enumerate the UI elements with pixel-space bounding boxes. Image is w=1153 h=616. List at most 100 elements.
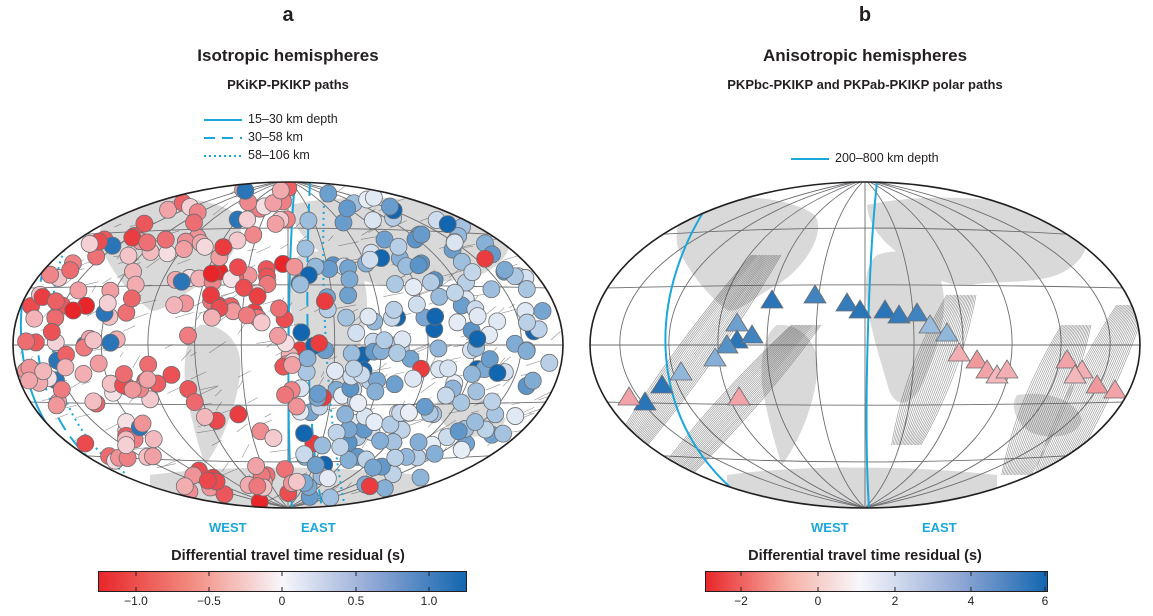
ray-path [102, 277, 112, 285]
station-dot [84, 331, 103, 350]
station-dot [296, 239, 315, 258]
ray-path [471, 410, 479, 414]
station-dot [361, 250, 379, 269]
station-dot [185, 213, 203, 232]
station-dot [295, 445, 314, 464]
station-dot [238, 210, 257, 229]
station-triangle [703, 347, 727, 367]
ray-path [1025, 324, 1086, 476]
station-dot [34, 362, 53, 381]
ray-path [280, 243, 289, 250]
station-dot [159, 200, 177, 219]
ray-path [1001, 324, 1062, 476]
legend-label: 58–106 km [248, 148, 310, 162]
station-dot [400, 403, 418, 422]
land-mass [865, 251, 945, 403]
station-dot [449, 422, 468, 441]
ray-path [1034, 304, 1120, 486]
station-dot [162, 365, 181, 384]
station-dot [266, 214, 285, 233]
station-dot [270, 299, 288, 318]
station-dot [385, 375, 404, 394]
station-dot [47, 292, 65, 311]
station-dot [287, 472, 306, 491]
ray-path [236, 423, 248, 433]
station-dot [135, 214, 154, 233]
station-triangle [995, 359, 1019, 379]
station-dot [517, 342, 536, 360]
station-dot [415, 397, 434, 416]
station-dot [337, 308, 356, 327]
ray-path [915, 294, 971, 446]
ray-path [894, 294, 950, 446]
map-anisotropic [589, 181, 1141, 509]
ray-path [80, 261, 91, 266]
ray-path [1018, 324, 1079, 476]
station-dot [122, 289, 141, 308]
ray-path [247, 248, 257, 252]
station-dot [56, 358, 75, 377]
ray-path [412, 343, 430, 351]
station-dot [264, 429, 283, 447]
ray-path [473, 295, 479, 302]
ray-path [438, 270, 462, 278]
ray-path [1020, 324, 1082, 476]
station-markers [17, 182, 559, 508]
ray-path [368, 224, 382, 233]
station-triangle [935, 322, 959, 342]
station-triangle [848, 299, 872, 319]
station-dot [375, 230, 394, 249]
station-dot [244, 225, 263, 244]
ray-path [195, 312, 202, 322]
ray-path [241, 444, 250, 458]
station-dot [203, 308, 221, 327]
ray-path [1002, 324, 1064, 476]
ray-path [264, 413, 272, 418]
station-triangle [760, 289, 784, 309]
station-dot [411, 468, 430, 487]
dotted-line-icon [204, 155, 242, 157]
station-dot [404, 369, 423, 388]
station-dot [52, 380, 71, 399]
ray-path [394, 371, 405, 375]
ray-path [913, 294, 970, 446]
station-dot [156, 230, 175, 249]
station-dot [344, 359, 363, 378]
land-mass [676, 197, 819, 311]
station-dot [138, 370, 157, 389]
station-dot [318, 469, 337, 488]
ray-path [346, 482, 352, 489]
ray-path [511, 402, 520, 405]
ray-path [909, 294, 966, 446]
station-triangle [835, 292, 859, 312]
station-dot [64, 301, 83, 320]
ray-path [920, 294, 977, 446]
tick-label: 0 [814, 594, 822, 608]
station-dot [247, 457, 265, 475]
panel-letter: a [282, 4, 294, 26]
station-dot [436, 386, 455, 405]
ray-path [214, 389, 222, 397]
ray-path [269, 449, 289, 453]
ray-path [625, 254, 776, 466]
ray-path [114, 223, 122, 228]
station-dot [331, 437, 350, 456]
ray-path [247, 397, 258, 404]
station-dot [381, 415, 400, 434]
station-triangle [905, 302, 929, 322]
ray-path [336, 304, 357, 309]
station-dot [349, 394, 368, 413]
ray-path [299, 305, 309, 312]
station-dot [540, 353, 559, 372]
ray-path [297, 235, 307, 243]
ray-path [901, 294, 957, 446]
ray-path [1038, 304, 1124, 486]
station-dot [409, 433, 428, 452]
station-triangle [947, 342, 971, 362]
station-dot [336, 405, 355, 424]
station-dot [463, 263, 482, 282]
station-triangle [1055, 349, 1079, 369]
ray-path [1026, 324, 1088, 476]
ray-path [420, 381, 436, 393]
station-dot [298, 349, 317, 368]
